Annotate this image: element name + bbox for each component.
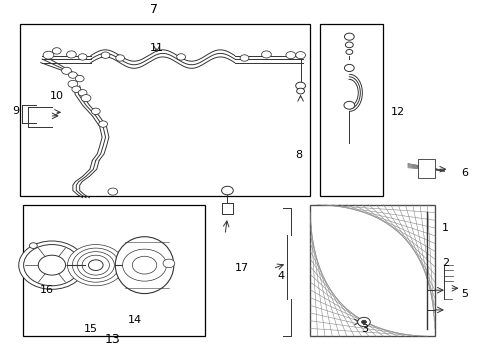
Circle shape (78, 90, 87, 96)
Circle shape (91, 108, 100, 114)
Circle shape (357, 318, 369, 327)
Circle shape (345, 42, 352, 48)
Circle shape (19, 241, 85, 289)
Text: 4: 4 (277, 271, 284, 281)
Circle shape (23, 244, 80, 286)
Circle shape (345, 49, 352, 54)
Text: 16: 16 (40, 285, 54, 295)
Circle shape (108, 188, 118, 195)
Circle shape (72, 248, 119, 282)
Circle shape (99, 121, 107, 127)
Circle shape (221, 186, 233, 195)
Circle shape (68, 72, 77, 78)
Text: 2: 2 (441, 258, 448, 268)
Circle shape (132, 256, 157, 274)
Circle shape (68, 80, 78, 87)
Circle shape (361, 320, 366, 324)
Circle shape (296, 88, 304, 94)
Text: 12: 12 (390, 107, 404, 117)
Circle shape (82, 255, 109, 275)
Text: 6: 6 (461, 168, 468, 178)
Circle shape (122, 249, 166, 281)
Circle shape (52, 48, 61, 54)
Text: 3: 3 (361, 324, 368, 334)
Text: 9: 9 (12, 105, 19, 116)
Circle shape (67, 244, 124, 286)
Bar (20, 23, 310, 196)
Bar (310, 205, 434, 336)
Circle shape (343, 102, 354, 109)
Text: 13: 13 (105, 333, 121, 346)
Circle shape (81, 95, 91, 102)
Circle shape (43, 51, 54, 59)
Circle shape (88, 260, 103, 270)
Circle shape (240, 55, 248, 61)
Circle shape (116, 55, 124, 61)
Circle shape (101, 52, 110, 58)
Circle shape (344, 33, 353, 40)
Text: 10: 10 (49, 91, 63, 102)
Circle shape (176, 54, 185, 60)
Ellipse shape (115, 237, 173, 293)
Circle shape (29, 243, 37, 248)
Bar (417, 158, 434, 178)
Bar (320, 23, 383, 196)
Circle shape (38, 255, 65, 275)
Text: 17: 17 (235, 264, 248, 273)
Circle shape (78, 54, 87, 60)
Circle shape (61, 67, 71, 75)
Circle shape (163, 259, 174, 267)
Circle shape (344, 64, 353, 72)
Circle shape (295, 82, 305, 89)
Text: 14: 14 (127, 315, 142, 325)
Text: 5: 5 (461, 289, 468, 298)
Text: 8: 8 (295, 150, 302, 160)
Circle shape (261, 51, 271, 58)
Text: 15: 15 (84, 324, 98, 334)
Circle shape (72, 86, 81, 93)
Text: 11: 11 (149, 43, 163, 53)
Circle shape (66, 51, 76, 58)
Circle shape (77, 252, 114, 279)
Text: 1: 1 (441, 223, 448, 233)
Circle shape (285, 51, 295, 59)
Text: 7: 7 (150, 4, 158, 17)
Bar (22, 205, 205, 336)
Circle shape (75, 75, 84, 82)
Circle shape (295, 51, 305, 59)
